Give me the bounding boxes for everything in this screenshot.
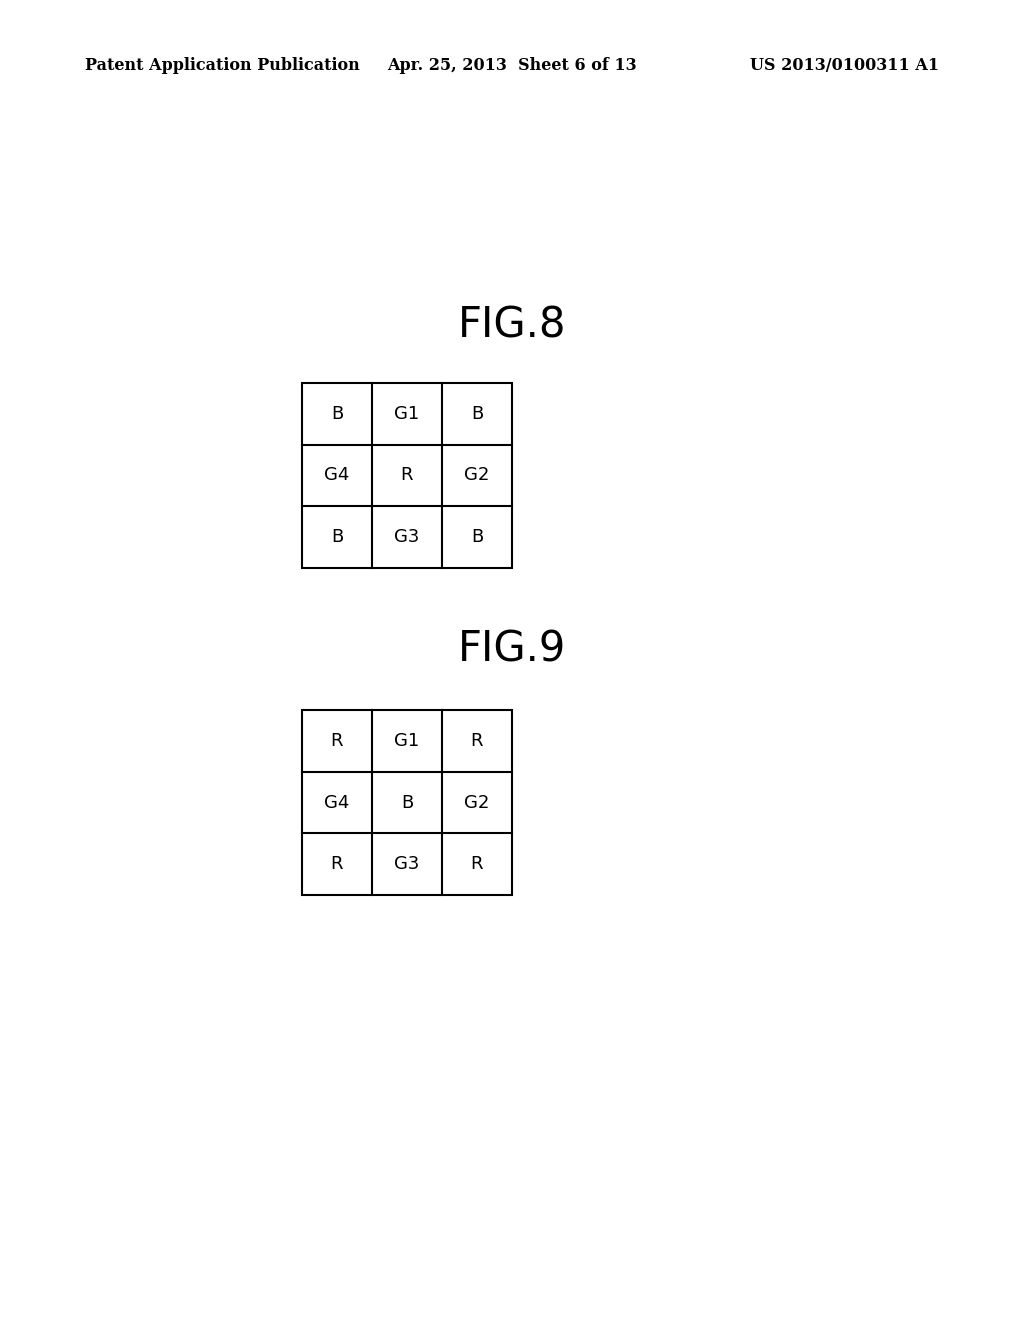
Text: FIG.8: FIG.8 [458,304,566,346]
Text: FIG.9: FIG.9 [458,630,566,671]
Text: R: R [471,855,483,873]
Text: Patent Application Publication: Patent Application Publication [85,57,359,74]
Text: G1: G1 [394,405,420,422]
Text: B: B [331,405,343,422]
Text: R: R [400,466,414,484]
Text: B: B [331,528,343,546]
Text: G4: G4 [325,466,349,484]
Text: G2: G2 [464,466,489,484]
Text: R: R [331,731,343,750]
Bar [302,710,512,895]
Text: B: B [400,793,413,812]
Text: G1: G1 [394,731,420,750]
Text: R: R [331,855,343,873]
Text: B: B [471,405,483,422]
Text: B: B [471,528,483,546]
Text: G3: G3 [394,528,420,546]
Text: Apr. 25, 2013  Sheet 6 of 13: Apr. 25, 2013 Sheet 6 of 13 [387,57,637,74]
Text: G2: G2 [464,793,489,812]
Text: US 2013/0100311 A1: US 2013/0100311 A1 [750,57,939,74]
Text: R: R [471,731,483,750]
Text: G3: G3 [394,855,420,873]
Bar [302,383,512,568]
Text: G4: G4 [325,793,349,812]
